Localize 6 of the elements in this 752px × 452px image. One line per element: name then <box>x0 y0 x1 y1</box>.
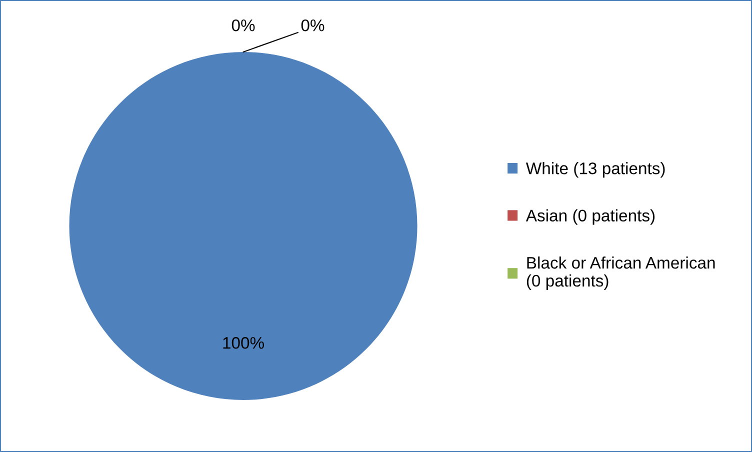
legend-label: Black or African American (0 patients) <box>526 256 715 290</box>
legend-label: Asian (0 patients) <box>526 209 655 225</box>
legend-label: White (13 patients) <box>526 162 665 178</box>
data-label: 100% <box>223 337 264 349</box>
text: 0% <box>232 19 255 32</box>
text: 0% <box>301 19 324 32</box>
